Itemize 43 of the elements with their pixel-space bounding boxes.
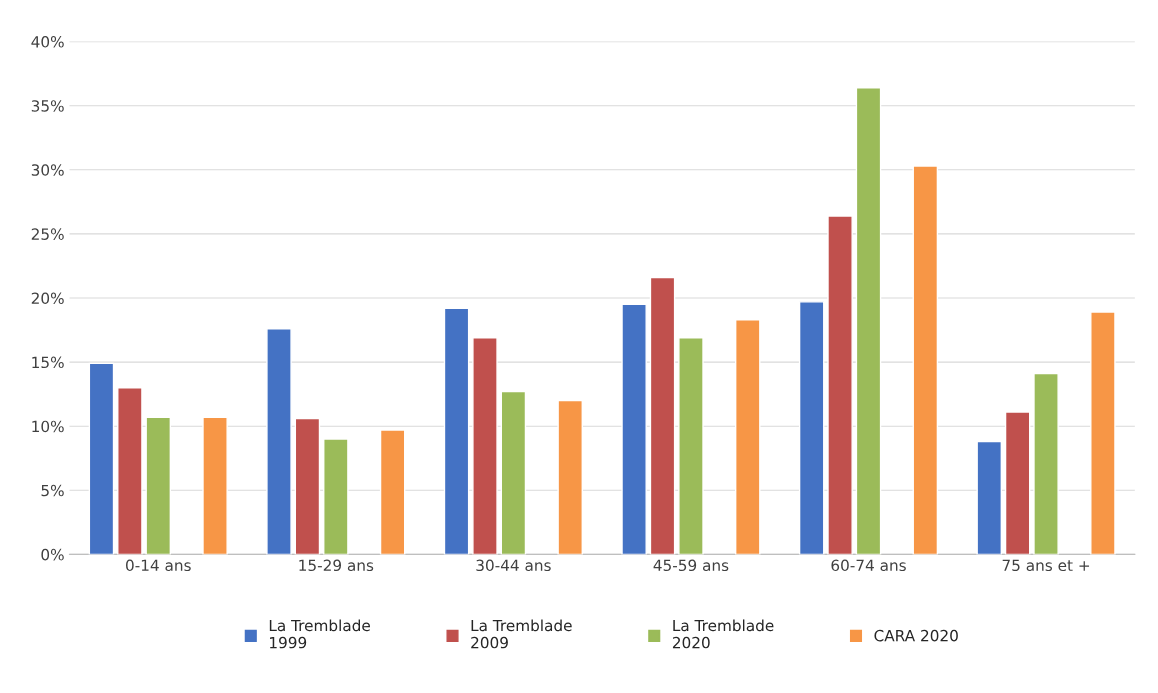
- y-tick-label: 25%: [31, 228, 64, 240]
- bar: [443, 307, 470, 555]
- bar: [379, 429, 406, 555]
- legend-label: La Tremblade 2009: [471, 619, 572, 649]
- legend-label: La Tremblade 2020: [672, 619, 774, 649]
- x-tick-label: 60-74 ans: [831, 559, 906, 572]
- legend-label: La Tremblade 1999: [269, 619, 370, 649]
- bar: [266, 328, 292, 555]
- legend-label: CARA 2020: [874, 629, 958, 642]
- bar: [1033, 372, 1059, 555]
- x-tick-label: 0-14 ans: [126, 559, 191, 572]
- x-tick-label: 45-59 ans: [653, 559, 729, 572]
- bar: [323, 438, 349, 555]
- bar: [117, 387, 143, 555]
- bar: [294, 417, 321, 555]
- x-tick-label: 30-44 ans: [476, 559, 551, 572]
- bar: [1090, 311, 1116, 555]
- y-tick-label: 30%: [31, 164, 64, 176]
- y-tick-label: 5%: [41, 484, 64, 497]
- bar: [678, 337, 704, 555]
- bar: [912, 165, 939, 555]
- bar: [734, 319, 761, 555]
- x-tick-label: 75 ans et +: [1002, 559, 1090, 572]
- bar: [621, 303, 647, 555]
- bar: [472, 337, 498, 555]
- y-tick-label: 40%: [31, 36, 64, 48]
- bar: [976, 440, 1003, 555]
- bar: [557, 399, 583, 555]
- y-tick-label: 35%: [31, 100, 64, 112]
- bar: [798, 301, 825, 555]
- bar: [145, 416, 172, 555]
- bar: [500, 390, 527, 555]
- y-tick-label: 0%: [41, 548, 64, 561]
- bar: [827, 215, 853, 555]
- y-tick-label: 15%: [32, 356, 64, 369]
- bar: [649, 276, 676, 555]
- bar: [88, 362, 115, 555]
- bar: [855, 87, 882, 555]
- bar: [1004, 411, 1031, 555]
- y-tick-label: 10%: [32, 420, 64, 433]
- x-tick-label: 15-29 ans: [299, 559, 374, 572]
- y-tick-label: 20%: [31, 292, 64, 305]
- bar: [202, 416, 228, 555]
